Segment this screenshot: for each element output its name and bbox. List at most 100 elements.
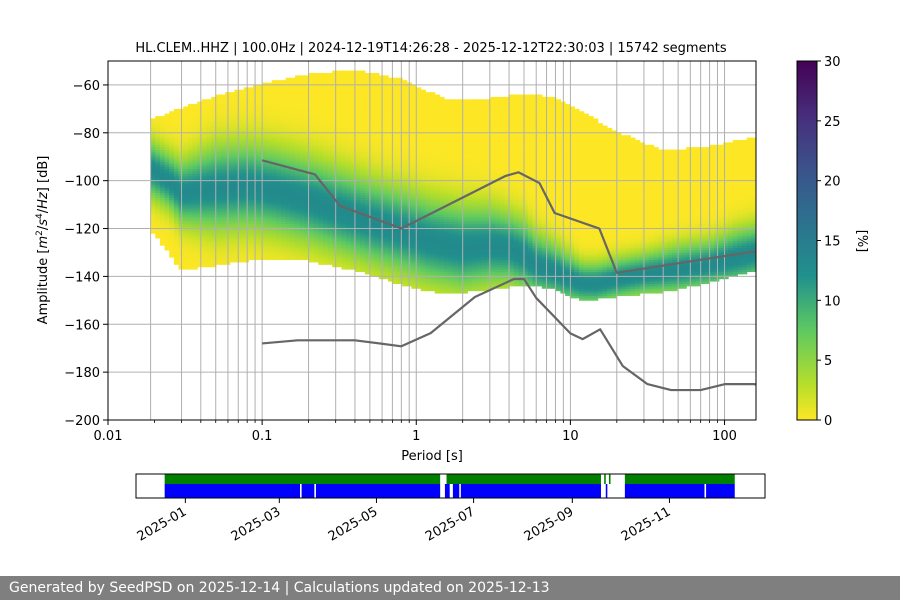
psd-cell bbox=[318, 221, 324, 225]
psd-cell bbox=[355, 87, 361, 91]
psd-cell bbox=[248, 206, 254, 210]
psd-cell bbox=[262, 99, 268, 103]
psd-cell bbox=[420, 288, 426, 292]
psd-cell bbox=[281, 108, 287, 112]
psd-cell bbox=[350, 113, 357, 117]
psd-cell bbox=[350, 214, 357, 217]
psd-cell bbox=[243, 259, 250, 263]
psd-cell bbox=[281, 180, 287, 184]
psd-cell bbox=[229, 137, 236, 141]
psd-cell bbox=[164, 142, 170, 146]
psd-cell bbox=[355, 238, 361, 241]
psd-cell bbox=[294, 130, 301, 134]
psd-cell bbox=[164, 238, 170, 241]
psd-cell bbox=[304, 199, 310, 203]
psd-cell bbox=[220, 247, 226, 251]
psd-cell bbox=[443, 264, 450, 268]
psd-cell bbox=[369, 171, 375, 174]
psd-cell bbox=[346, 132, 352, 136]
psd-cell bbox=[285, 113, 291, 117]
psd-cell bbox=[397, 202, 403, 205]
psd-cell bbox=[262, 166, 268, 170]
psd-cell bbox=[271, 116, 277, 119]
psd-cell bbox=[215, 230, 222, 234]
psd-cell bbox=[364, 135, 371, 138]
psd-cell bbox=[211, 214, 217, 217]
psd-cell bbox=[374, 132, 380, 136]
psd-cell bbox=[318, 123, 324, 127]
psd-cell bbox=[267, 159, 273, 162]
psd-cell bbox=[299, 130, 305, 134]
psd-cell bbox=[281, 118, 287, 122]
psd-cell bbox=[285, 84, 291, 88]
psd-cell bbox=[197, 104, 203, 107]
psd-cell bbox=[332, 128, 338, 131]
psd-cell bbox=[192, 228, 198, 232]
psd-cell bbox=[248, 128, 254, 131]
psd-cell bbox=[169, 218, 175, 222]
psd-cell bbox=[215, 173, 222, 177]
psd-cell bbox=[378, 271, 385, 275]
psd-cell bbox=[378, 242, 385, 246]
psd-cell bbox=[355, 70, 361, 74]
psd-cell bbox=[313, 226, 319, 229]
psd-cell bbox=[192, 230, 198, 234]
psd-cell bbox=[197, 233, 203, 237]
psd-cell bbox=[253, 204, 259, 208]
psd-cell bbox=[262, 128, 268, 131]
psd-cell bbox=[434, 171, 440, 174]
psd-cell bbox=[173, 185, 180, 189]
psd-cell bbox=[239, 204, 245, 208]
psd-cell bbox=[383, 159, 389, 162]
psd-cell bbox=[341, 120, 347, 124]
psd-cell bbox=[383, 77, 389, 81]
psd-cell bbox=[150, 209, 156, 213]
psd-cell bbox=[234, 192, 240, 196]
psd-cell bbox=[425, 218, 431, 222]
psd-cell bbox=[253, 211, 259, 215]
psd-cell bbox=[430, 197, 436, 201]
psd-cell bbox=[439, 118, 445, 122]
psd-cell bbox=[336, 168, 343, 172]
psd-cell bbox=[388, 226, 394, 229]
psd-cell bbox=[350, 195, 357, 198]
psd-cell bbox=[397, 144, 403, 148]
psd-cell bbox=[369, 106, 375, 110]
psd-cell bbox=[257, 206, 263, 210]
psd-cell bbox=[285, 187, 291, 191]
psd-cell bbox=[253, 156, 259, 160]
psd-cell bbox=[243, 99, 250, 103]
psd-cell bbox=[327, 104, 333, 107]
psd-cell bbox=[281, 223, 287, 227]
psd-cell bbox=[350, 230, 357, 234]
psd-cell bbox=[402, 139, 408, 143]
psd-cell bbox=[169, 180, 175, 184]
psd-cell bbox=[201, 209, 208, 213]
psd-cell bbox=[150, 151, 156, 155]
psd-cell bbox=[150, 147, 156, 150]
psd-cell bbox=[243, 195, 250, 198]
psd-cell bbox=[364, 175, 371, 179]
psd-cell bbox=[201, 204, 208, 208]
psd-cell bbox=[378, 199, 385, 203]
psd-cell bbox=[360, 96, 366, 100]
psd-cell bbox=[453, 262, 459, 265]
psd-cell bbox=[388, 221, 394, 225]
psd-cell bbox=[336, 163, 343, 167]
psd-cell bbox=[318, 111, 324, 115]
psd-cell bbox=[336, 159, 343, 162]
psd-cell bbox=[336, 180, 343, 184]
psd-cell bbox=[448, 168, 454, 172]
psd-cell bbox=[201, 149, 208, 153]
psd-cell bbox=[430, 180, 436, 184]
psd-cell bbox=[197, 221, 203, 225]
psd-cell bbox=[281, 171, 287, 174]
psd-cell bbox=[197, 139, 203, 143]
psd-cell bbox=[336, 166, 343, 170]
psd-cell bbox=[304, 128, 310, 131]
psd-cell bbox=[239, 228, 245, 232]
psd-cell bbox=[234, 128, 240, 131]
psd-cell bbox=[327, 87, 333, 91]
psd-cell bbox=[350, 266, 357, 270]
psd-cell bbox=[420, 168, 426, 172]
